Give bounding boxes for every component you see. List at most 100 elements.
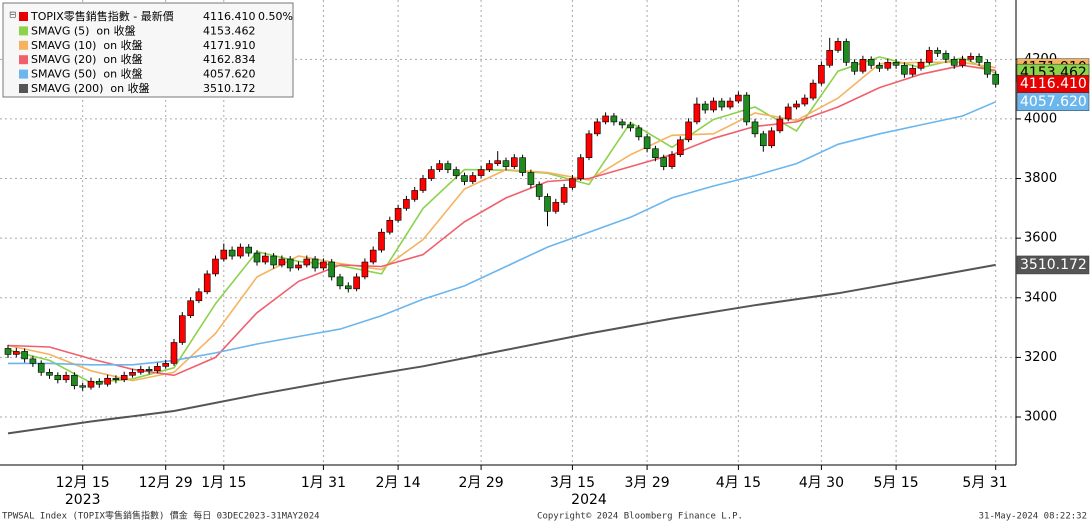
candle-body [859, 59, 867, 72]
candle-body [120, 374, 128, 381]
candle-body [237, 246, 244, 257]
candle-body [610, 115, 618, 123]
candle-body [137, 369, 145, 373]
ma-last-label: 4057.620 [1020, 94, 1087, 110]
candle-body [809, 82, 817, 99]
x-tick-label: 12月 29 [139, 475, 193, 491]
legend-label: SMAVG (50) on 收盤 [31, 67, 143, 81]
candle-body [510, 157, 518, 167]
x-tick-label: 3月 29 [625, 475, 670, 491]
candle-body [627, 124, 634, 129]
legend-label: SMAVG (5) on 收盤 [31, 23, 136, 37]
candle-body [220, 249, 228, 260]
legend-swatch [19, 84, 28, 93]
candle-body [867, 59, 875, 66]
candle-body [917, 61, 925, 69]
candle-body [834, 41, 842, 51]
legend-label: SMAVG (10) on 收盤 [31, 38, 143, 52]
candle-body [261, 255, 269, 263]
candle-body [776, 118, 784, 132]
candle-body [726, 100, 734, 108]
legend-swatch [19, 40, 28, 50]
legend-collapse: ⊟ [9, 11, 17, 21]
candle-body [759, 133, 767, 147]
candle-body [942, 53, 950, 60]
candle-body [328, 261, 336, 278]
y-tick-label: 3400 [1024, 290, 1057, 305]
candle-body [901, 64, 908, 75]
candle-body [735, 94, 742, 102]
candle-body [303, 258, 311, 266]
y-tick-label: 3200 [1024, 350, 1057, 365]
candle-body [46, 371, 53, 376]
candle-body [104, 377, 111, 385]
candle-body [195, 291, 203, 302]
legend-value: 4057.620 [203, 68, 256, 81]
candle-body [361, 261, 369, 278]
legend-label: SMAVG (20) on 收盤 [31, 52, 143, 66]
candle-body [768, 130, 775, 147]
candle-body [710, 100, 717, 111]
legend-value: 4153.462 [203, 24, 256, 37]
candle-body [560, 187, 568, 203]
x-tick-label: 2月 14 [376, 475, 421, 491]
candle-body [668, 154, 676, 167]
candle-body [187, 300, 194, 316]
candle-body [652, 148, 659, 158]
candle-body [552, 202, 560, 212]
candle-body [585, 133, 593, 158]
candle-body [286, 258, 294, 269]
candle-body [701, 103, 709, 111]
candle-body [444, 163, 452, 170]
x-tick-label: 4月 30 [799, 475, 844, 491]
candle-body [693, 103, 701, 123]
legend-value: 3510.172 [203, 82, 256, 95]
candle-body [593, 121, 601, 135]
candle-body [112, 377, 120, 381]
ma-last-box [1016, 255, 1090, 275]
legend-swatch [19, 12, 28, 21]
candle-body [934, 50, 941, 54]
candle-body [13, 351, 20, 355]
legend-value: 4116.410 [203, 10, 256, 23]
x-tick-label: 1月 15 [201, 475, 246, 491]
candle-body [129, 371, 136, 376]
candle-body [975, 56, 983, 63]
candle-body [660, 157, 668, 167]
ma-line [7, 64, 996, 377]
candle-body [96, 380, 103, 385]
candle-body [959, 59, 966, 66]
candle-body [826, 50, 834, 66]
legend-swatch [19, 55, 28, 65]
ma-line [7, 263, 996, 435]
y-tick-label: 3600 [1024, 231, 1057, 246]
candle-body [154, 366, 161, 372]
x-tick-label: 3月 15 [550, 475, 595, 491]
candle-body [452, 169, 460, 176]
legend-label: SMAVG (200) on 收盤 [31, 81, 150, 95]
candle-body [718, 100, 726, 108]
candle-body [884, 61, 892, 69]
candle-body [278, 258, 286, 266]
candle-body [394, 208, 402, 221]
candle-body [336, 276, 344, 287]
candle-body [369, 249, 377, 263]
x-tick-label: 4月 15 [716, 475, 761, 491]
candle-body [477, 169, 485, 176]
candle-body [212, 258, 219, 275]
candle-body [311, 258, 319, 269]
legend: ⊟ TOPIX零售銷售指數 - 最新價 4116.410 0.50% SMAVG (5… [2, 2, 294, 98]
candle-body [469, 175, 477, 182]
candle-body [378, 231, 385, 251]
legend-change: 0.50% [258, 10, 293, 23]
candle-body [685, 121, 692, 141]
candle-body [577, 157, 585, 179]
candle-body [145, 369, 153, 372]
candle-body [818, 64, 825, 84]
candle-body [851, 61, 858, 72]
candle-body [320, 261, 327, 269]
y-tick-label: 3800 [1024, 171, 1057, 186]
candle-body [79, 385, 86, 388]
x-tick-label: 5月 31 [962, 475, 1007, 491]
